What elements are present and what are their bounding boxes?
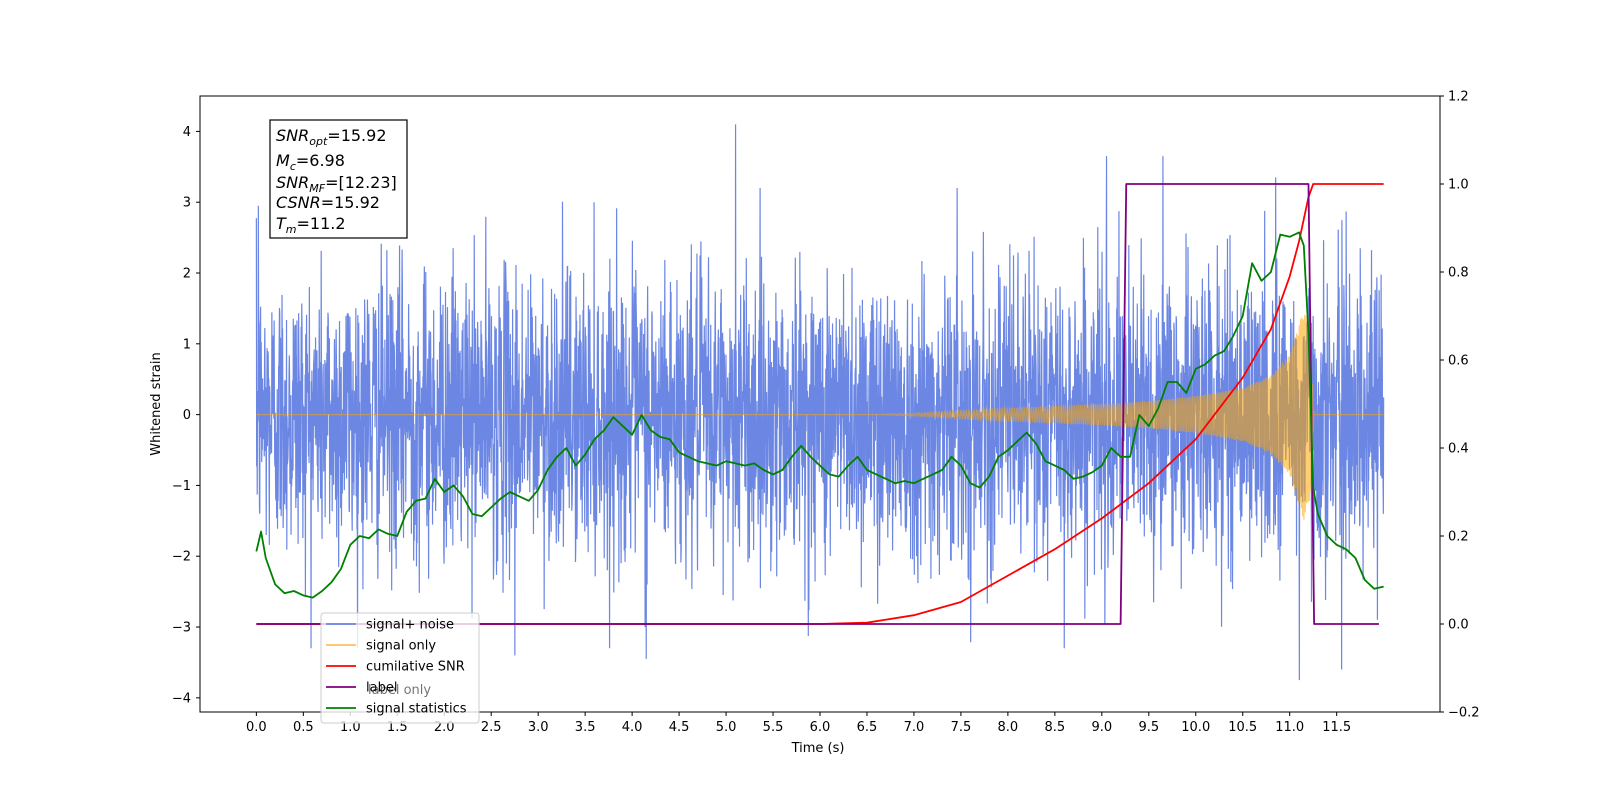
series-signal-only <box>256 314 1384 520</box>
legend-label: signal only <box>366 639 436 654</box>
info-snr-opt-subscript: opt <box>309 135 328 148</box>
y-tick-label: 3 <box>183 196 191 211</box>
y-tick-label: −3 <box>172 621 191 636</box>
info-snr-mf-symbol: SNR <box>276 173 309 192</box>
x-tick-label: 9.0 <box>1091 720 1112 735</box>
y2-tick-label: 1.0 <box>1448 178 1469 193</box>
x-tick-label: 11.0 <box>1275 720 1304 735</box>
x-tick-label: 5.5 <box>763 720 784 735</box>
info-csnr-value: =15.92 <box>321 193 380 212</box>
series-label <box>256 183 1379 625</box>
x-tick-label: 8.0 <box>998 720 1019 735</box>
y2-tick-label: 0.4 <box>1448 442 1469 457</box>
x-tick-label: 10.5 <box>1228 720 1257 735</box>
y2-axis-ticks: 1.2 1.0 0.8 0.6 0.4 0.2 0.0 −0.2 <box>1440 90 1480 721</box>
info-box: SNRopt=15.92 Mc=6.98 SNRMF=[12.23] CSNR=… <box>269 119 408 239</box>
x-tick-label: 10.0 <box>1181 720 1210 735</box>
series-signal-noise <box>255 124 1385 681</box>
legend-label: signal+ noise <box>366 618 454 633</box>
x-tick-label: 2.0 <box>434 720 455 735</box>
x-tick-label: 7.5 <box>951 720 972 735</box>
x-tick-label: 6.0 <box>810 720 831 735</box>
y2-tick-label: 0.8 <box>1448 266 1469 281</box>
y2-tick-label: 0.0 <box>1448 618 1469 633</box>
info-snr-mf: SNRMF=[12.23] <box>276 173 397 195</box>
y2-tick-label: 0.6 <box>1448 354 1469 369</box>
x-tick-label: 3.5 <box>575 720 596 735</box>
legend-frame <box>320 612 480 724</box>
legend-label: cumilative SNR <box>366 660 465 675</box>
series-cumulative-snr <box>256 183 1384 625</box>
info-snr-opt-value: =15.92 <box>327 126 386 145</box>
info-box-frame <box>269 119 408 239</box>
info-snr-mf-value: =[12.23] <box>325 173 397 192</box>
legend-hidden-label-text: label only <box>368 683 431 698</box>
info-tm-value: =11.2 <box>297 214 346 233</box>
y-tick-label: 1 <box>183 337 191 352</box>
x-axis-ticks: 0.0 0.5 1.0 1.5 2.0 2.5 3.0 3.5 4.0 4.5 5.0 5.5 6.0 6… <box>246 712 1351 735</box>
info-csnr: CSNR=15.92 <box>276 193 380 212</box>
y-axis-ticks: 4 3 2 1 0 −1 −2 −3 −4 <box>172 125 200 706</box>
info-tm: Tm=11.2 <box>276 214 346 236</box>
legend: label only signal+ noise signal only cumil… <box>320 612 480 724</box>
x-tick-label: 5.0 <box>716 720 737 735</box>
info-csnr-symbol: CSNR <box>276 193 321 212</box>
series-signal-statistics <box>255 231 1384 599</box>
info-snr-mf-subscript: MF <box>309 182 325 195</box>
x-tick-label: 3.0 <box>528 720 549 735</box>
y-tick-label: 2 <box>183 267 191 282</box>
x-tick-label: 1.5 <box>387 720 408 735</box>
data-layer <box>255 124 1385 681</box>
info-snr-opt: SNRopt=15.92 <box>276 126 387 148</box>
x-tick-label: 0.5 <box>293 720 314 735</box>
info-mc: Mc=6.98 <box>276 151 345 173</box>
x-axis-label: Time (s) <box>791 741 845 756</box>
x-tick-label: 0.0 <box>246 720 267 735</box>
y-tick-label: −2 <box>172 550 191 565</box>
y-tick-label: 4 <box>183 125 191 140</box>
info-mc-symbol: M <box>276 151 290 170</box>
x-tick-label: 8.5 <box>1045 720 1066 735</box>
info-tm-subscript: m <box>286 223 297 236</box>
x-tick-label: 4.5 <box>669 720 690 735</box>
x-tick-label: 1.0 <box>340 720 361 735</box>
y-tick-label: −1 <box>172 479 191 494</box>
x-tick-label: 11.5 <box>1322 720 1351 735</box>
y-axis-label: Whitened strain <box>149 352 164 455</box>
y-tick-label: −4 <box>172 691 191 706</box>
y2-tick-label: 1.2 <box>1448 90 1469 105</box>
x-tick-label: 9.5 <box>1138 720 1159 735</box>
y2-tick-label: 0.2 <box>1448 530 1469 545</box>
legend-entries: signal+ noise signal only cumilative SNR la… <box>326 618 467 717</box>
info-mc-subscript: c <box>290 160 296 173</box>
y-tick-label: 0 <box>183 408 191 423</box>
x-tick-label: 7.0 <box>904 720 925 735</box>
info-tm-symbol: T <box>276 214 287 233</box>
info-mc-value: =6.98 <box>296 151 345 170</box>
x-tick-label: 2.5 <box>481 720 502 735</box>
x-tick-label: 4.0 <box>622 720 643 735</box>
legend-label: signal statistics <box>366 702 467 717</box>
legend-label: label <box>366 681 397 696</box>
info-snr-opt-symbol: SNR <box>276 126 309 145</box>
y2-tick-label: −0.2 <box>1448 706 1480 721</box>
x-tick-label: 6.5 <box>857 720 878 735</box>
